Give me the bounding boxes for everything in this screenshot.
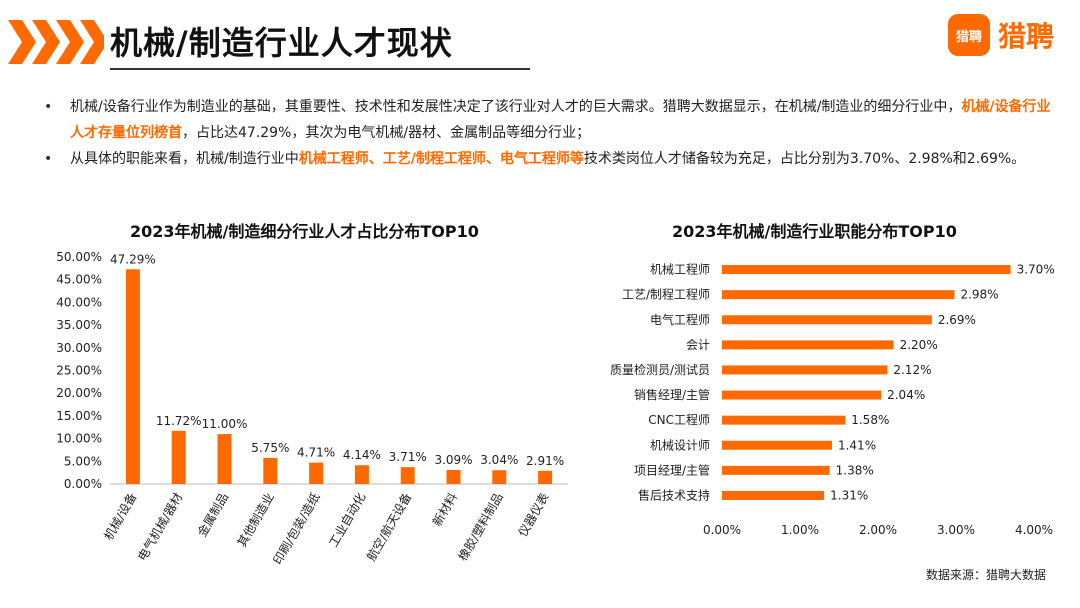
x-category-label: 其他制造业 (235, 491, 277, 550)
y-tick-label: 5.00% (64, 454, 102, 468)
y-tick-label: 40.00% (56, 295, 102, 309)
data-label: 4.71% (297, 446, 335, 460)
y-category-label: 售后技术支持 (638, 487, 710, 502)
bar (492, 470, 507, 484)
bar (400, 467, 415, 484)
bar (263, 457, 278, 484)
y-tick-label: 20.00% (56, 386, 102, 400)
y-category-label: 电气工程师 (650, 312, 710, 327)
bar (722, 315, 932, 325)
y-tick-label: 25.00% (56, 364, 102, 378)
bar (722, 465, 830, 475)
y-category-label: 销售经理/主管 (634, 387, 710, 402)
data-label: 5.75% (251, 441, 289, 455)
y-category-label: 质量检测员/测试员 (610, 362, 710, 377)
data-label: 4.14% (343, 448, 381, 462)
bar (722, 390, 882, 400)
x-category-label: 金属制品 (194, 490, 231, 539)
y-tick-label: 50.00% (56, 250, 102, 264)
data-label: 3.09% (434, 453, 472, 467)
data-label: 3.71% (389, 450, 427, 464)
logo-badge: 猎聘 (948, 14, 990, 56)
bar (722, 290, 955, 300)
x-category-label: 航空/航天设备 (363, 490, 414, 563)
bar (309, 462, 324, 484)
y-tick-label: 35.00% (56, 318, 102, 332)
data-label: 1.38% (836, 463, 874, 477)
data-label: 2.04% (887, 388, 925, 402)
y-category-label: 项目经理/主管 (634, 462, 710, 477)
summary-bullets: 机械/设备行业作为制造业的基础，其重要性、技术性和发展性决定了该行业对人才的巨大… (44, 94, 1054, 172)
bar (446, 469, 461, 484)
right-chart-title: 2023年机械/制造行业职能分布TOP10 (672, 222, 957, 241)
bar (354, 465, 369, 484)
page-title: 机械/制造行业人才现状 (110, 24, 453, 62)
x-category-label: 新材料 (429, 490, 460, 529)
bullet-text: 技术类岗位人才储备较为充足，占比分别为3.70%、2.98%和2.69%。 (583, 151, 1026, 167)
x-tick-label: 2.00% (859, 523, 897, 537)
y-tick-label: 10.00% (56, 432, 102, 446)
x-category-label: 电气机械/器材 (134, 490, 185, 563)
x-category-label: 机械/设备 (100, 490, 139, 543)
y-category-label: CNC工程师 (648, 412, 710, 427)
y-tick-label: 45.00% (56, 273, 102, 287)
x-tick-label: 0.00% (703, 523, 741, 537)
bullet-text: 机械/设备行业作为制造业的基础，其重要性、技术性和发展性决定了该行业对人才的巨大… (70, 99, 962, 115)
data-label: 3.70% (1017, 263, 1055, 277)
data-label: 2.98% (960, 288, 998, 302)
bar (171, 430, 186, 484)
bullet-text: ，占比达47.29%，其次为电气机械/器材、金属制品等细分行业； (182, 125, 591, 141)
left-chart-title: 2023年机械/制造细分行业人才占比分布TOP10 (130, 222, 479, 241)
bar (217, 434, 232, 484)
bullet-item: 从具体的职能来看，机械/制造行业中机械工程师、工艺/制程工程师、电气工程师等技术… (44, 146, 1054, 172)
chevron-arrows-icon (8, 20, 104, 64)
logo-text: 猎聘 (998, 20, 1055, 53)
bullet-text: 从具体的职能来看，机械/制造行业中 (70, 151, 299, 167)
data-label: 2.12% (893, 363, 931, 377)
data-source: 数据来源：猎聘大数据 (925, 568, 1046, 582)
y-tick-label: 30.00% (56, 341, 102, 355)
data-label: 2.91% (526, 454, 564, 468)
y-tick-label: 15.00% (56, 409, 102, 423)
x-category-label: 印刷/包装/造纸 (271, 491, 323, 567)
title-underline (110, 68, 530, 70)
y-category-label: 机械设计师 (650, 437, 710, 452)
data-label: 3.04% (480, 453, 518, 467)
x-category-label: 仪器仪表 (516, 491, 552, 540)
bullet-item: 机械/设备行业作为制造业的基础，其重要性、技术性和发展性决定了该行业对人才的巨大… (44, 94, 1054, 146)
bar (722, 365, 888, 375)
bar (125, 269, 140, 484)
data-label: 47.29% (110, 252, 156, 266)
data-label: 11.72% (156, 414, 202, 428)
data-label: 2.69% (938, 313, 976, 327)
bullet-highlight: 机械/设备行业人才存量位列榜首 (70, 99, 1051, 141)
x-tick-label: 1.00% (781, 523, 819, 537)
y-category-label: 机械工程师 (650, 262, 710, 277)
data-label: 11.00% (202, 417, 248, 431)
data-label: 1.41% (838, 438, 876, 452)
bar (722, 340, 894, 350)
x-tick-label: 3.00% (937, 523, 975, 537)
bar (722, 490, 825, 500)
bullet-highlight: 机械工程师、工艺/制程工程师、电气工程师等 (298, 151, 584, 167)
y-tick-label: 0.00% (64, 477, 102, 491)
bar (722, 415, 846, 425)
bar (538, 470, 553, 484)
liepin-logo: 猎聘 猎聘 (948, 14, 1054, 56)
bar (722, 440, 832, 450)
y-category-label: 工艺/制程工程师 (622, 287, 710, 302)
data-label: 2.20% (900, 338, 938, 352)
x-category-label: 橡胶/塑料制品 (455, 490, 506, 563)
data-label: 1.58% (851, 413, 889, 427)
x-tick-label: 4.00% (1015, 523, 1053, 537)
bar (722, 265, 1011, 275)
data-label: 1.31% (830, 488, 868, 502)
x-category-label: 工业自动化 (326, 491, 368, 550)
y-category-label: 会计 (686, 338, 710, 352)
